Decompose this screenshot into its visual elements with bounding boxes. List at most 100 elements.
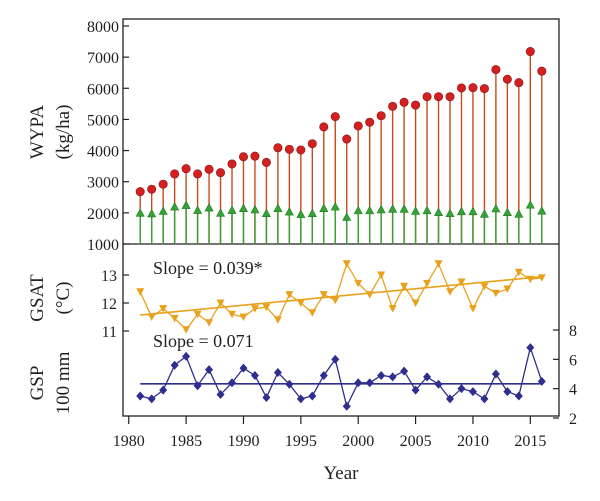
gsat-marker bbox=[457, 278, 466, 286]
gsat-marker bbox=[365, 291, 374, 299]
wypa-green-marker bbox=[388, 204, 398, 213]
gsp-marker bbox=[434, 379, 443, 389]
wypa-red-marker bbox=[319, 122, 329, 132]
gsp-marker bbox=[331, 354, 340, 364]
gsp-series-line bbox=[140, 345, 543, 409]
gsp-panel: GSP 100 mm Slope = 0.071 2 4 6 8 bbox=[27, 323, 577, 428]
wypa-green-marker bbox=[250, 204, 260, 214]
wypa-green-marker bbox=[227, 205, 237, 214]
gsat-marker bbox=[377, 271, 386, 279]
wypa-red-marker bbox=[330, 112, 340, 122]
wypa-green-marker bbox=[273, 203, 283, 212]
wypa-ytick-label: 6000 bbox=[87, 81, 119, 98]
wypa-red-marker bbox=[399, 97, 409, 107]
wypa-red-marker bbox=[388, 101, 398, 111]
wypa-green-marker bbox=[434, 207, 444, 217]
gsat-marker bbox=[514, 268, 523, 277]
gsat-marker bbox=[446, 288, 454, 296]
wypa-red-marker bbox=[284, 144, 294, 154]
wypa-red-marker bbox=[445, 92, 455, 102]
gsp-marker bbox=[468, 387, 477, 397]
x-tick-label: 1980 bbox=[113, 433, 145, 450]
wypa-red-marker bbox=[468, 83, 478, 93]
gsp-marker bbox=[308, 391, 317, 401]
gsat-marker bbox=[159, 305, 168, 313]
gsp-marker bbox=[537, 376, 546, 386]
wypa-ylabel-line1: WYPA bbox=[27, 105, 48, 159]
gsat-marker bbox=[193, 310, 202, 319]
gsp-marker bbox=[342, 401, 351, 411]
gsp-marker bbox=[457, 384, 466, 394]
wypa-red-marker bbox=[342, 134, 352, 144]
wypa-red-marker bbox=[227, 159, 237, 169]
wypa-green-marker bbox=[456, 206, 466, 216]
gsp-ylabel-line1: GSP bbox=[27, 366, 48, 401]
gsat-marker bbox=[239, 313, 248, 321]
wypa-ylabel-line2: (kg/ha) bbox=[53, 105, 74, 160]
x-tick-label: 2010 bbox=[457, 433, 489, 450]
wypa-green-marker bbox=[193, 205, 203, 214]
wypa-green-marker bbox=[491, 203, 501, 213]
wypa-green-marker bbox=[319, 203, 329, 212]
wypa-green-marker bbox=[135, 208, 145, 217]
wypa-green-marker bbox=[468, 206, 478, 216]
wypa-ytick-label: 1000 bbox=[87, 237, 119, 254]
wypa-ytick-label: 8000 bbox=[87, 19, 119, 36]
wypa-red-marker bbox=[273, 143, 283, 153]
gsat-marker bbox=[250, 305, 259, 313]
gsat-ytick-label: 13 bbox=[101, 268, 117, 285]
wypa-green-marker bbox=[502, 207, 512, 217]
wypa-red-marker bbox=[147, 184, 157, 194]
gsat-marker bbox=[388, 305, 397, 313]
gsp-marker bbox=[136, 391, 145, 401]
gsat-marker bbox=[262, 303, 271, 312]
wypa-red-marker bbox=[502, 74, 512, 84]
gsat-marker bbox=[468, 305, 477, 313]
gsp-marker bbox=[285, 379, 294, 389]
wypa-ytick-label: 3000 bbox=[87, 175, 119, 192]
gsat-trend-line bbox=[140, 275, 542, 316]
gsp-marker bbox=[228, 378, 236, 388]
gsp-marker bbox=[377, 370, 386, 380]
wypa-red-marker bbox=[411, 100, 421, 110]
gsat-marker bbox=[182, 326, 191, 334]
wypa-red-marker bbox=[422, 92, 432, 102]
wypa-panel: WYPA (kg/ha) 1000 2000 3000 4000 5000 6000 700… bbox=[27, 19, 547, 254]
wypa-red-marker bbox=[261, 157, 271, 167]
wypa-red-marker bbox=[296, 145, 306, 155]
wypa-red-marker bbox=[456, 83, 466, 93]
wypa-red-marker bbox=[479, 84, 489, 94]
gsp-marker bbox=[170, 360, 179, 370]
gsat-marker bbox=[216, 299, 225, 307]
wypa-ytick-label: 4000 bbox=[87, 144, 119, 161]
gsat-marker bbox=[273, 316, 282, 324]
wypa-red-marker bbox=[158, 179, 168, 189]
gsat-marker bbox=[147, 313, 156, 321]
gsp-marker bbox=[319, 370, 328, 380]
wypa-green-marker bbox=[147, 208, 157, 218]
gsp-marker bbox=[273, 368, 282, 378]
wypa-ytick-label: 5000 bbox=[87, 112, 119, 129]
wypa-red-marker bbox=[525, 47, 535, 57]
wypa-red-marker bbox=[170, 169, 180, 179]
wypa-green-marker bbox=[353, 205, 363, 215]
wypa-red-marker bbox=[365, 117, 375, 127]
gsat-marker bbox=[400, 282, 409, 291]
gsp-marker bbox=[423, 372, 432, 382]
gsp-marker bbox=[182, 351, 191, 361]
gsp-marker bbox=[411, 385, 420, 395]
wypa-green-marker bbox=[261, 208, 271, 217]
gsat-ytick-label: 11 bbox=[102, 324, 117, 341]
wypa-green-marker bbox=[238, 203, 248, 212]
x-tick-label: 2005 bbox=[400, 433, 432, 450]
gsp-marker bbox=[193, 381, 202, 391]
gsp-marker bbox=[262, 392, 271, 402]
gsp-ytick-label: 6 bbox=[569, 352, 577, 369]
wypa-ytick-label: 2000 bbox=[87, 206, 119, 223]
wypa-green-marker bbox=[422, 205, 432, 215]
gsat-marker bbox=[503, 285, 512, 293]
wypa-green-marker bbox=[330, 201, 340, 211]
wypa-red-marker bbox=[238, 152, 248, 162]
gsp-ytick-label: 4 bbox=[569, 382, 577, 399]
